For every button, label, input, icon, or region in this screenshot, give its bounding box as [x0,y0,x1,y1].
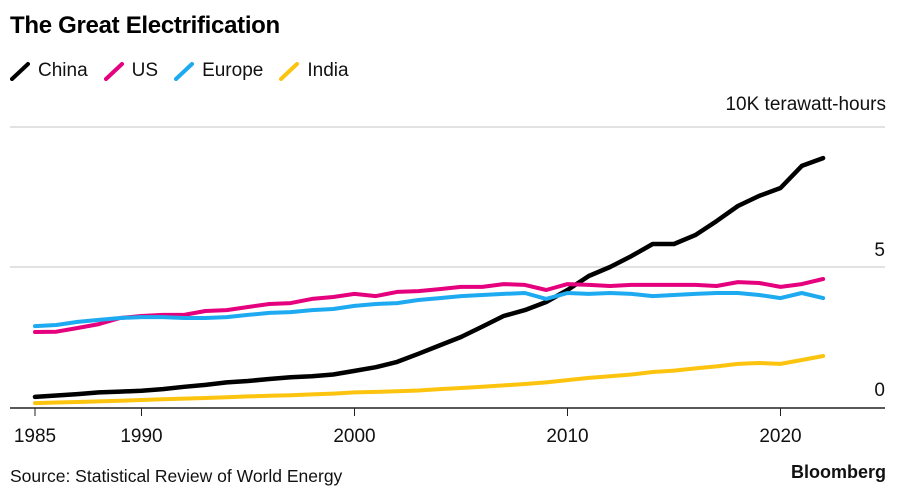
legend-item-us: US [103,60,159,82]
x-tick-label-2020: 2020 [759,426,801,447]
brand-logo: Bloomberg [790,462,886,482]
series-line-europe [33,291,826,329]
legend-swatch-icon [10,62,30,81]
source-note: Source: Statistical Review of World Ener… [10,466,343,486]
legend-label: Europe [202,60,264,81]
legend-item-india: India [279,60,349,82]
x-tick-label-2000: 2000 [333,426,375,447]
legend: China US Europe India [10,60,365,82]
series-line-china [32,155,826,400]
legend-swatch-icon [103,62,124,81]
y-axis-unit-label: 10K terawatt-hours [725,94,886,115]
legend-label: China [38,60,88,81]
legend-swatch-icon [279,62,300,81]
x-tick-label-2010: 2010 [546,426,588,447]
legend-item-china: China [10,60,88,82]
x-tick-label-1990: 1990 [120,426,162,447]
y-tick-label-0: 0 [874,380,885,401]
series-line-india [33,354,826,406]
legend-label: India [307,60,349,81]
y-tick-label-5: 5 [874,240,885,261]
x-tick-label-1985: 1985 [14,426,56,447]
legend-item-europe: Europe [174,60,263,82]
legend-swatch-icon [174,62,195,81]
legend-label: US [131,60,159,81]
chart-title: The Great Electrification [10,12,280,39]
series-line-us [33,277,826,334]
